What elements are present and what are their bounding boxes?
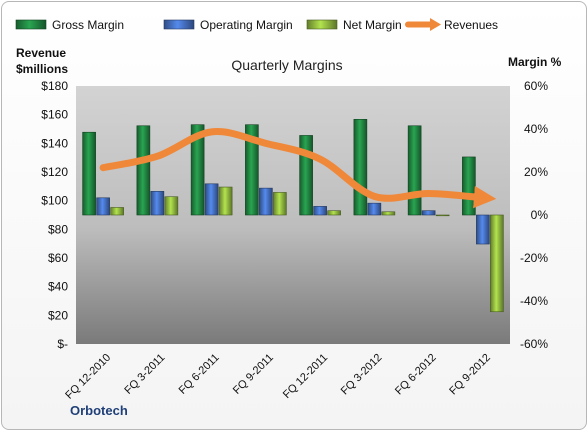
legend-item-revenues: Revenues: [405, 18, 498, 32]
operating-margin-bar: [96, 197, 110, 216]
net-margin-bar: [273, 192, 287, 216]
bar-series: [82, 119, 504, 313]
x-axis-ticks: FQ 12-2010 FQ 3-2011 FQ 6-2011 FQ 9-2011 FQ …: [63, 352, 493, 402]
net-margin-bar: [435, 214, 450, 217]
x-tick-label: FQ 6-2012: [393, 352, 439, 398]
legend-item-gross-margin: Gross Margin: [15, 18, 124, 32]
gross-margin-bar: [299, 135, 313, 216]
operating-margin-bar: [204, 183, 219, 216]
left-tick-label: $100: [41, 194, 68, 208]
gross-margin-bar: [462, 156, 476, 216]
operating-margin-bar: [367, 202, 382, 216]
operating-margin-bar: [150, 191, 165, 216]
gross-margin-bar: [136, 125, 151, 216]
right-axis-ticks: -60% -40% -20% 0% 20% 40% 60%: [520, 79, 548, 351]
left-tick-label: $140: [41, 136, 68, 150]
left-tick-label: $-: [57, 337, 68, 351]
left-tick-label: $80: [48, 222, 68, 236]
x-tick-label: FQ 3-2011: [122, 352, 167, 397]
right-tick-label: -20%: [520, 251, 548, 265]
left-tick-label: $180: [41, 79, 68, 93]
left-tick-label: $60: [48, 251, 68, 265]
net-margin-bar: [218, 186, 233, 216]
right-tick-label: -40%: [520, 294, 548, 308]
gross-margin-bar: [353, 119, 368, 216]
x-tick-label: FQ 9-2011: [231, 352, 276, 397]
left-axis-ticks: $- $20 $40 $60 $80 $100 $120 $140 $160 $180: [41, 79, 68, 351]
x-tick-label: FQ 12-2010: [63, 352, 113, 402]
left-tick-label: $160: [41, 108, 68, 122]
legend-swatch: [306, 19, 338, 30]
legend: Gross Margin Operating Margin Net Margin Re…: [15, 18, 498, 32]
net-margin-bar: [327, 210, 341, 216]
right-axis-label: Margin %: [508, 55, 562, 69]
legend-swatch-arrowhead: [430, 18, 441, 31]
gross-margin-bar: [190, 124, 205, 216]
legend-swatch: [15, 19, 47, 30]
left-axis-label-line1: Revenue: [16, 46, 66, 60]
legend-label: Revenues: [444, 18, 498, 32]
chart-title: Quarterly Margins: [231, 57, 342, 73]
operating-margin-bar: [259, 187, 273, 216]
operating-margin-bar: [313, 206, 327, 216]
right-tick-label: 60%: [524, 79, 548, 93]
left-axis-label-line2: $millions: [16, 62, 68, 76]
legend-item-operating-margin: Operating Margin: [163, 18, 293, 32]
left-tick-label: $20: [48, 308, 68, 322]
net-margin-bar: [110, 207, 124, 216]
revenues-line: [99, 128, 497, 209]
operating-margin-bar: [476, 214, 490, 245]
right-tick-label: 40%: [524, 122, 548, 136]
right-tick-label: 20%: [524, 165, 548, 179]
right-tick-label: 0%: [531, 208, 549, 222]
gross-margin-bar: [245, 124, 259, 216]
gross-margin-bar: [407, 125, 422, 216]
legend-swatch: [163, 19, 195, 30]
operating-margin-bar: [421, 210, 436, 216]
x-tick-label: FQ 6-2011: [177, 352, 222, 397]
brand-label: Orbotech: [70, 403, 128, 418]
x-tick-label: FQ 12-2011: [281, 352, 330, 401]
revenue-series: [99, 128, 497, 209]
x-tick-label: FQ 3-2012: [339, 352, 385, 398]
legend-label: Net Margin: [343, 18, 402, 32]
left-tick-label: $120: [41, 165, 68, 179]
net-margin-bar: [490, 214, 504, 313]
net-margin-bar: [381, 211, 396, 216]
legend-label: Operating Margin: [200, 18, 293, 32]
right-tick-label: -60%: [520, 337, 548, 351]
net-margin-bar: [164, 196, 179, 216]
x-tick-label: FQ 9-2012: [447, 352, 493, 398]
left-tick-label: $40: [48, 280, 68, 294]
legend-item-net-margin: Net Margin: [306, 18, 402, 32]
legend-label: Gross Margin: [52, 18, 124, 32]
gross-margin-bar: [82, 131, 96, 216]
